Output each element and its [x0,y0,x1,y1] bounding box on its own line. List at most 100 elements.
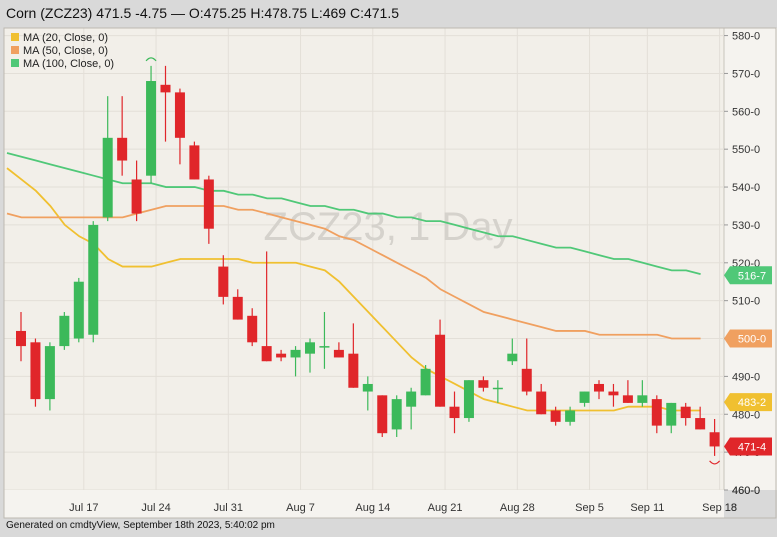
candle-body [695,418,706,430]
candle-body [348,353,359,388]
candle-body [435,334,446,407]
candle-body [131,179,142,214]
ma-line [6,167,701,412]
candle-body [377,395,388,434]
y-tick-label: 570-0 [732,68,760,80]
candle-body [203,179,214,229]
candle-body [88,224,99,335]
legend-label: MA (100, Close, 0) [23,58,114,70]
price-label-text: 471-4 [738,441,766,453]
candle-body [30,342,41,400]
x-tick-label: Aug 7 [286,502,315,514]
chart-title: Corn (ZCZ23) 471.5 -4.75 — O:475.25 H:47… [6,5,400,21]
y-tick-label: 560-0 [732,106,760,118]
candle-body [59,315,70,347]
x-tick-label: Jul 31 [214,502,243,514]
y-tick-label: 460-0 [732,485,760,497]
price-label-tag [724,266,772,285]
y-axis-panel [724,28,777,490]
legend-label: MA (20, Close, 0) [23,32,108,44]
candle-body [362,383,373,392]
candle-body [276,353,287,358]
x-tick-label: Jul 17 [69,502,98,514]
x-tick-label: Sep 5 [575,502,604,514]
candle-body [550,410,561,422]
candle-body [406,391,417,407]
price-label-text: 500-0 [738,334,766,346]
plot-area [4,28,724,490]
candle-body [117,137,128,161]
candle-body [608,391,619,396]
x-axis-panel [4,490,724,518]
chart-border [3,27,777,519]
candle-body [247,315,258,343]
x-tick-label: Jul 24 [141,502,170,514]
candle-body [651,399,662,426]
x-tick-label: Aug 21 [428,502,463,514]
price-label-tag [724,329,772,348]
candle-body [218,266,229,297]
plot-content [6,57,721,465]
candle-body [305,342,315,354]
candle-body [521,368,532,392]
candle-body [232,296,243,320]
chart-header: Corn (ZCZ23) 471.5 -4.75 — O:475.25 H:47… [0,0,777,28]
candle-body [160,84,171,93]
candle-body [536,391,547,415]
candle-body [146,81,157,176]
candle-body [73,281,84,339]
candle-body [174,92,185,138]
price-label-text: 516-7 [738,270,766,282]
legend-label: MA (50, Close, 0) [23,45,108,57]
candle-body [637,395,648,403]
candle-body [44,346,55,400]
price-label-tag [724,437,772,456]
candle-body [478,380,489,388]
y-tick-label: 510-0 [732,296,760,308]
legend-swatch [11,33,19,41]
x-tick-label: Sep 11 [630,502,664,514]
candle-body [319,346,330,348]
candle-body [579,391,590,403]
candle-body [565,410,576,422]
x-tick-label: Sep 18 [702,502,737,514]
price-label-text: 483-2 [738,397,766,409]
candle-body [622,395,633,403]
y-tick-label: 490-0 [732,371,760,383]
x-tick-label: Aug 28 [500,502,535,514]
y-tick-label: 540-0 [732,182,760,194]
y-tick-label: 530-0 [732,220,760,232]
legend-swatch [11,46,19,54]
candle-body [420,368,431,396]
ma-line [6,205,701,340]
candle-body [16,330,26,347]
high-marker [145,57,157,62]
candle-body [449,406,460,419]
candle-body [666,402,677,426]
candle-body [463,380,474,419]
price-label-tag [724,393,772,412]
candle-body [680,406,691,419]
watermark: ZCZ23, 1 Day [264,205,513,249]
legend-swatch [11,59,19,67]
candle-body [594,383,604,392]
ma-line [6,152,701,276]
candle-body [333,349,344,358]
y-tick-label: 460-0 [732,485,760,497]
candle-body [189,145,200,180]
candle-body [290,349,301,358]
y-tick-label: 480-0 [732,409,760,421]
candle-body [709,432,720,447]
y-tick-label: 550-0 [732,144,760,156]
candle-body [507,353,518,362]
y-tick-label: 580-0 [732,31,760,43]
x-tick-label: Aug 14 [355,502,390,514]
candle-body [391,399,402,430]
candle-body [492,387,503,390]
low-marker [709,460,721,465]
candle-body [102,137,113,218]
candle-body [261,346,272,362]
footer-text: Generated on cmdtyView, September 18th 2… [6,520,275,531]
